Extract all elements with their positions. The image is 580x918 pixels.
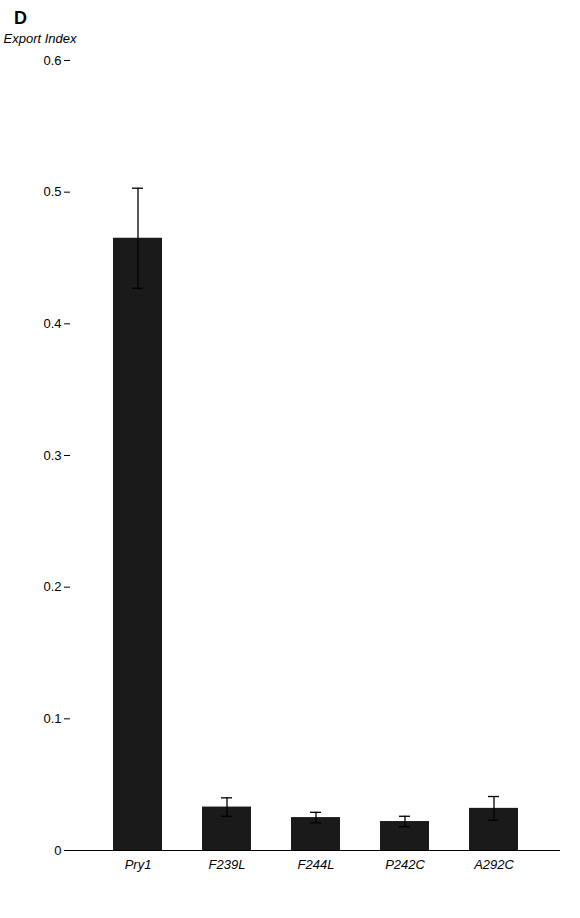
svg-text:0.4: 0.4 <box>43 316 61 331</box>
svg-text:0.2: 0.2 <box>43 579 61 594</box>
svg-text:F244L: F244L <box>298 857 335 872</box>
svg-text:Pry1: Pry1 <box>125 857 152 872</box>
svg-text:0.1: 0.1 <box>43 711 61 726</box>
svg-text:0.6: 0.6 <box>43 53 61 68</box>
svg-text:0: 0 <box>54 843 61 858</box>
svg-text:P242C: P242C <box>385 857 425 872</box>
svg-text:0.3: 0.3 <box>43 448 61 463</box>
svg-text:F239L: F239L <box>209 857 246 872</box>
svg-text:A292C: A292C <box>473 857 514 872</box>
svg-text:0.5: 0.5 <box>43 184 61 199</box>
svg-text:Export Index: Export Index <box>4 31 77 46</box>
html-text:D: D <box>14 8 27 28</box>
